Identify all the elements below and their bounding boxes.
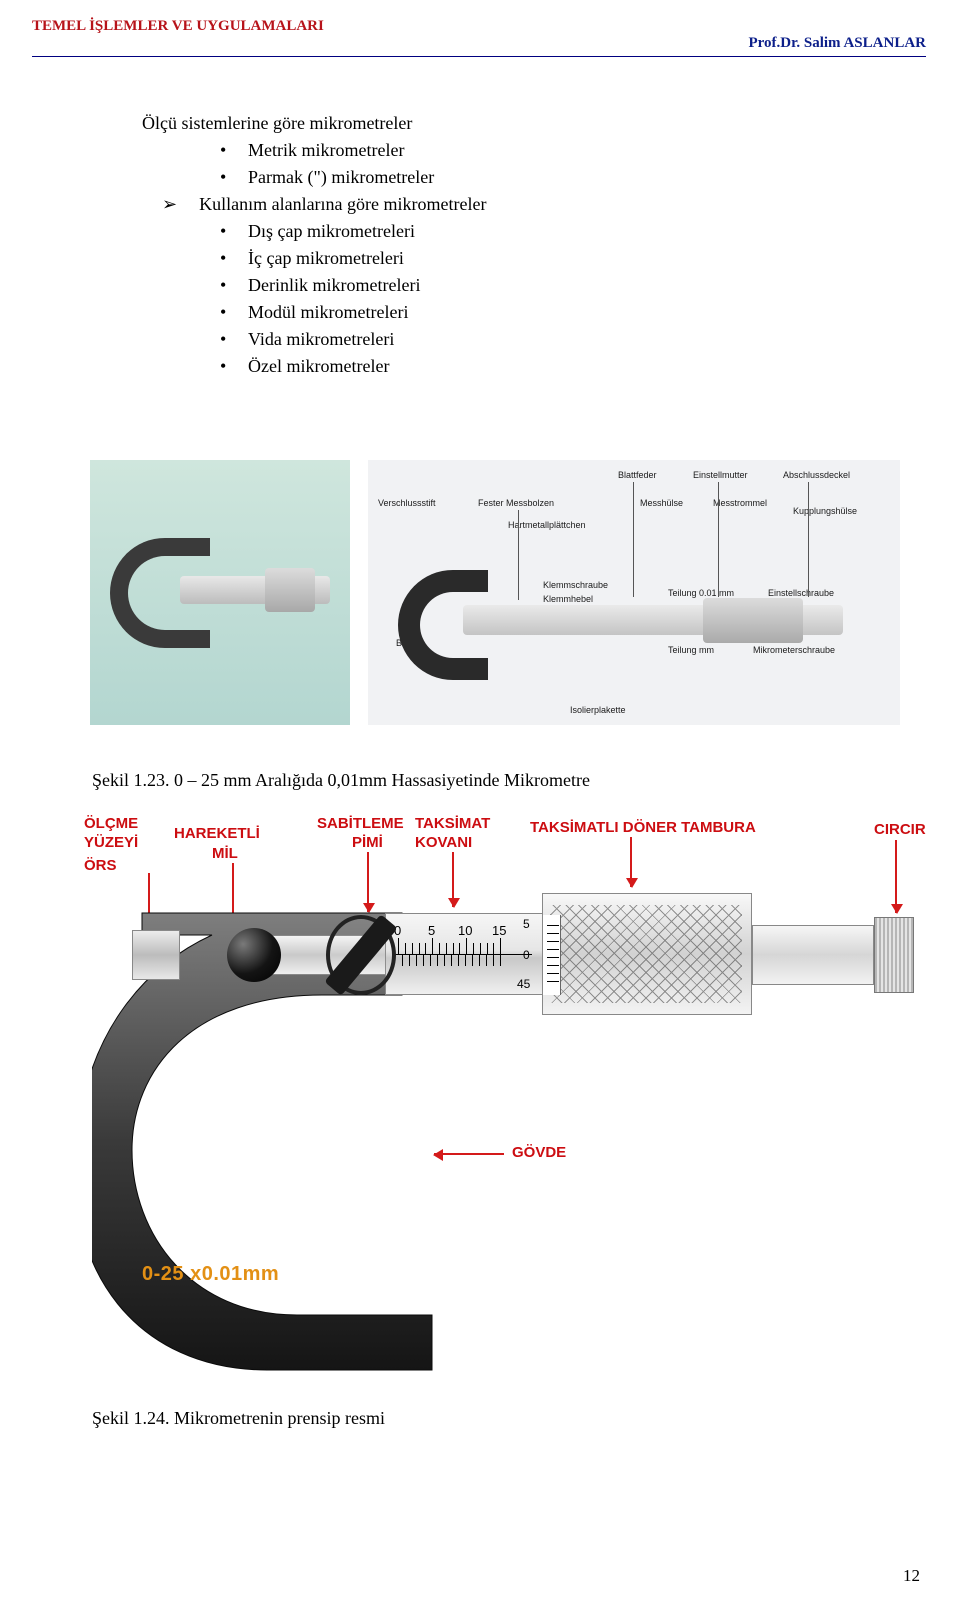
german-diagram: Blattfeder Einstellmutter Abschlussdecke… — [368, 460, 900, 725]
content-block: Ölçü sistemlerine göre mikrometreler •Me… — [142, 110, 900, 380]
section-title-2: Kullanım alanlarına göre mikrometreler — [199, 191, 486, 218]
scale-num-5: 5 — [428, 923, 435, 938]
bullet-text: Derinlik mikrometreleri — [248, 272, 420, 299]
bullet-item: •Metrik mikrometreler — [220, 137, 900, 164]
label-verschlussstift: Verschlussstift — [378, 498, 436, 508]
label-cirir: CIRCIR — [874, 821, 926, 838]
bullet-item: •Vida mikrometreleri — [220, 326, 900, 353]
header-rule — [32, 56, 926, 57]
thimble-hatch — [550, 905, 742, 1003]
label-kupplung: Kupplungshülse — [793, 506, 857, 516]
bullet-item: •Özel mikrometreler — [220, 353, 900, 380]
ratchet-knurl — [874, 917, 914, 993]
label-einstellschraube: Einstellschraube — [768, 588, 834, 598]
bullet-item: •Modül mikrometreleri — [220, 299, 900, 326]
arrow-icon: ➢ — [162, 191, 177, 218]
sleeve-scale: 0 5 10 15 — [392, 932, 532, 977]
label-klemmschraube: Klemmschraube — [543, 580, 608, 590]
bullet-item: •Dış çap mikrometreleri — [220, 218, 900, 245]
bullet-item: •Derinlik mikrometreleri — [220, 272, 900, 299]
thimble-num-5: 5 — [523, 917, 530, 931]
bullet-text: Dış çap mikrometreleri — [248, 218, 415, 245]
caption-2: Şekil 1.24. Mikrometrenin prensip resmi — [92, 1408, 385, 1429]
label-abschlussdeckel: Abschlussdeckel — [783, 470, 850, 480]
arrow-tambura — [630, 837, 632, 887]
arrow-circir — [895, 840, 897, 913]
label-messhulse: Messhülse — [640, 498, 683, 508]
bullet-text: Parmak (") mikrometreler — [248, 164, 434, 191]
label-teilungmm: Teilung mm — [668, 645, 714, 655]
photo-shape — [110, 528, 330, 658]
anvil — [132, 930, 180, 980]
range-text: 0-25 x0.01mm — [142, 1263, 279, 1286]
label-einstellmutter: Einstellmutter — [693, 470, 748, 480]
label-govde: GÖVDE — [512, 1144, 566, 1161]
bullet-item: •İç çap mikrometreleri — [220, 245, 900, 272]
header-right: Prof.Dr. Salim ASLANLAR — [748, 35, 926, 52]
label-blattfeder: Blattfeder — [618, 470, 657, 480]
ratchet-body — [752, 925, 874, 985]
section-title-1: Ölçü sistemlerine göre mikrometreler — [142, 110, 900, 137]
bullet-text: Özel mikrometreler — [248, 353, 389, 380]
bullet-text: Metrik mikrometreler — [248, 137, 404, 164]
thimble-num-45: 45 — [517, 977, 530, 991]
scale-num-10: 10 — [458, 923, 472, 938]
thimble-scale: 5 0 45 — [543, 915, 561, 995]
arrow-govde — [434, 1153, 504, 1155]
header-left: TEMEL İŞLEMLER VE UYGULAMALARI — [32, 18, 324, 35]
label-doner: TAKSİMATLI DÖNER TAMBURA — [530, 819, 756, 836]
micrometer-photo — [90, 460, 350, 725]
thimble-num-0: 0 — [523, 948, 530, 962]
page-number: 12 — [903, 1566, 920, 1586]
label-messtrommel: Messtrommel — [713, 498, 767, 508]
figure-row: Blattfeder Einstellmutter Abschlussdecke… — [90, 460, 900, 725]
label-teilung001: Teilung 0.01 mm — [668, 588, 734, 598]
bullet-item: •Parmak (") mikrometreler — [220, 164, 900, 191]
caption-1: Şekil 1.23. 0 – 25 mm Aralığıda 0,01mm H… — [92, 770, 590, 791]
scale-num-15: 15 — [492, 923, 506, 938]
label-hartmetall: Hartmetallplättchen — [508, 520, 586, 530]
label-schraube: Mikrometerschraube — [753, 645, 835, 655]
bullet-text: Vida mikrometreleri — [248, 326, 394, 353]
anvil-ball — [227, 928, 281, 982]
label-isolier: Isolierplakette — [570, 705, 626, 715]
bullet-text: Modül mikrometreleri — [248, 299, 408, 326]
label-klemmhebel: Klemmhebel — [543, 594, 593, 604]
section-title-2-row: ➢ Kullanım alanlarına göre mikrometreler — [162, 191, 900, 218]
micrometer-main-diagram: ÖLÇME YÜZEYİ ÖRS HAREKETLİ MİL SABİTLEME… — [92, 815, 927, 1375]
label-fester: Fester Messbolzen — [478, 498, 554, 508]
frame-svg — [92, 815, 472, 1375]
bullet-text: İç çap mikrometreleri — [248, 245, 404, 272]
